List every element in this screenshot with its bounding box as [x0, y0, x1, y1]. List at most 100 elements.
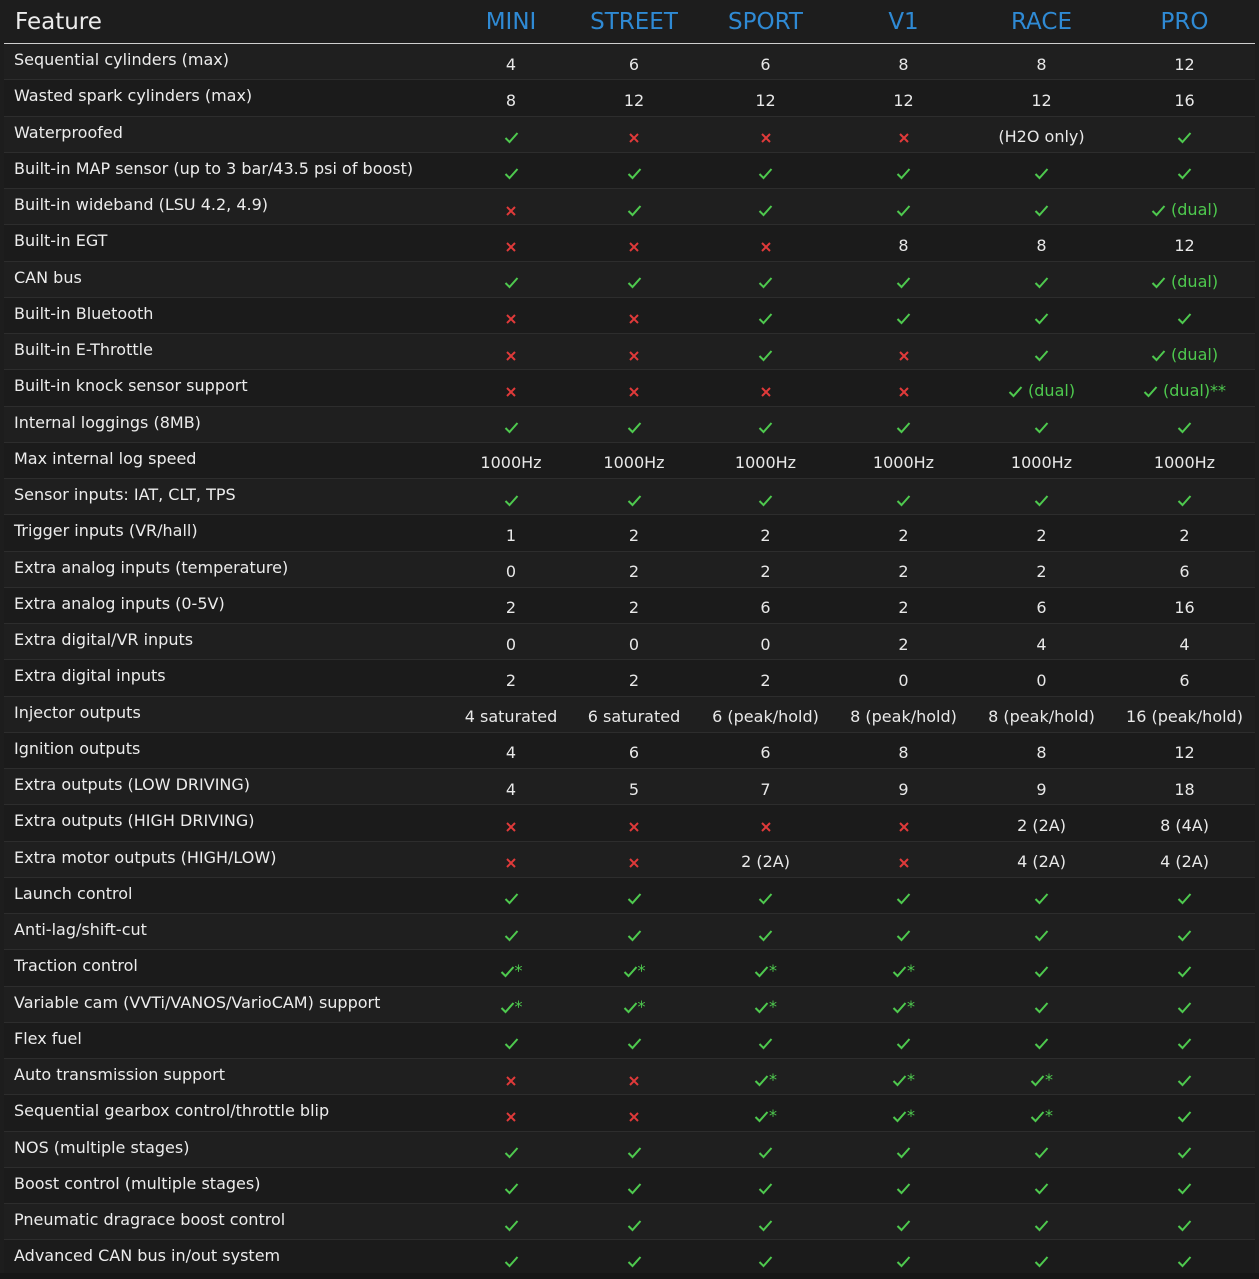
cell-value: 2 — [898, 598, 909, 618]
feature-comparison-table: Feature MINI STREET SPORT V1 RACE PRO Se… — [4, 0, 1255, 1276]
cell-race: * — [969, 1094, 1114, 1131]
cell-v1: 2 — [838, 550, 969, 588]
cell-mini: 1000Hz — [447, 441, 575, 479]
cell-street: 2 — [575, 659, 693, 696]
cell-street: 6 — [575, 42, 693, 80]
check-icon — [1030, 1106, 1045, 1125]
check-icon — [754, 1070, 769, 1089]
check-icon — [754, 997, 769, 1016]
check-icon — [1151, 200, 1166, 219]
check-icon — [896, 200, 911, 219]
cross-icon — [628, 852, 640, 871]
check-icon — [1008, 381, 1023, 400]
check-icon — [627, 888, 642, 907]
cross-icon — [628, 381, 640, 400]
feature-label: Built-in Bluetooth — [4, 296, 447, 334]
cell-pro: 12 — [1114, 42, 1255, 80]
feature-label: Ignition outputs — [4, 731, 447, 769]
cell-value: 6 — [1036, 598, 1047, 618]
cell-value: 2 — [1036, 525, 1047, 545]
check-icon — [1034, 961, 1049, 980]
cell-pro — [1114, 949, 1255, 986]
cell-street: 1000Hz — [575, 441, 693, 479]
cell-race — [969, 332, 1114, 370]
cell-street: 2 — [575, 586, 693, 624]
cell-race: 9 — [969, 767, 1114, 805]
cell-race: 1000Hz — [969, 441, 1114, 479]
cell-value: 2 (2A) — [741, 852, 790, 872]
cell-street — [575, 187, 693, 225]
cell-mini — [447, 1202, 575, 1240]
check-icon — [500, 997, 515, 1016]
check-icon — [1177, 1251, 1192, 1270]
cell-race: 0 — [969, 659, 1114, 696]
cell-value: 6 saturated — [587, 707, 681, 727]
cell-street: 6 — [575, 731, 693, 769]
table-row: Extra analog inputs (temperature) 0 2 2 2 2 6 — [4, 550, 1255, 588]
cell-street — [575, 1021, 693, 1059]
cell-street — [575, 224, 693, 261]
feature-label: Sequential gearbox control/throttle blip — [4, 1094, 447, 1131]
check-icon — [896, 1033, 911, 1052]
cell-value: 6 — [760, 743, 771, 763]
table-row: Auto transmission support * * * — [4, 1057, 1255, 1095]
cell-note: * — [514, 960, 523, 980]
cell-v1 — [838, 1166, 969, 1204]
check-icon — [758, 490, 773, 509]
table-row: Extra outputs (LOW DRIVING) 4 5 7 9 9 18 — [4, 767, 1255, 805]
cell-pro: 12 — [1114, 224, 1255, 261]
cell-value: 8 — [1036, 743, 1047, 763]
table-row: Extra outputs (HIGH DRIVING) 2 (2A) 8 (4A) — [4, 804, 1255, 841]
cell-value: 8 — [898, 54, 909, 74]
check-icon — [1143, 381, 1158, 400]
cell-race — [969, 1239, 1114, 1276]
check-icon — [1177, 163, 1192, 182]
cell-sport: * — [693, 985, 838, 1023]
cell-street — [575, 115, 693, 153]
cell-sport — [693, 912, 838, 950]
cell-v1: 8 — [838, 731, 969, 769]
feature-label: Boost control (multiple stages) — [4, 1166, 447, 1204]
cell-pro: 4 (2A) — [1114, 840, 1255, 878]
table-row: Launch control — [4, 876, 1255, 914]
column-header-race: RACE — [969, 0, 1114, 44]
feature-label: Variable cam (VVTi/VANOS/VarioCAM) suppo… — [4, 985, 447, 1023]
table-row: Extra digital inputs 2 2 2 0 0 6 — [4, 659, 1255, 696]
cross-icon — [760, 127, 772, 146]
cell-mini: * — [447, 985, 575, 1023]
cell-race — [969, 1202, 1114, 1240]
cross-icon — [505, 308, 517, 327]
table-row: Built-in wideband (LSU 4.2, 4.9) (dual) — [4, 187, 1255, 225]
cell-value: 8 (peak/hold) — [850, 707, 957, 727]
cell-value: 0 — [898, 670, 909, 690]
cell-value: 0 — [1036, 670, 1047, 690]
cell-pro: 4 — [1114, 622, 1255, 660]
cell-v1 — [838, 876, 969, 914]
table-row: Flex fuel — [4, 1021, 1255, 1059]
cell-race: 2 (2A) — [969, 804, 1114, 841]
cell-race — [969, 1130, 1114, 1168]
feature-label: Extra digital/VR inputs — [4, 622, 447, 660]
cell-pro: (dual)** — [1114, 369, 1255, 406]
cell-street — [575, 296, 693, 334]
check-icon — [1177, 997, 1192, 1016]
cell-sport: 2 — [693, 659, 838, 696]
cell-sport: 2 (2A) — [693, 840, 838, 878]
cell-street — [575, 1202, 693, 1240]
cell-sport: 7 — [693, 767, 838, 805]
cell-value: 16 (peak/hold) — [1126, 707, 1243, 727]
check-icon — [1151, 272, 1166, 291]
cross-icon — [505, 345, 517, 364]
feature-label: Pneumatic dragrace boost control — [4, 1202, 447, 1240]
check-icon — [500, 961, 515, 980]
check-icon — [1177, 1215, 1192, 1234]
cell-value: 2 — [628, 562, 640, 582]
cross-icon — [628, 308, 640, 327]
cell-street — [575, 151, 693, 189]
feature-label: Extra outputs (LOW DRIVING) — [4, 767, 447, 805]
cell-pro — [1114, 151, 1255, 189]
cell-mini: 4 saturated — [447, 695, 575, 733]
cell-note: (dual) — [1165, 344, 1219, 364]
cell-sport: 2 — [693, 550, 838, 588]
cell-value: 2 — [505, 670, 517, 690]
